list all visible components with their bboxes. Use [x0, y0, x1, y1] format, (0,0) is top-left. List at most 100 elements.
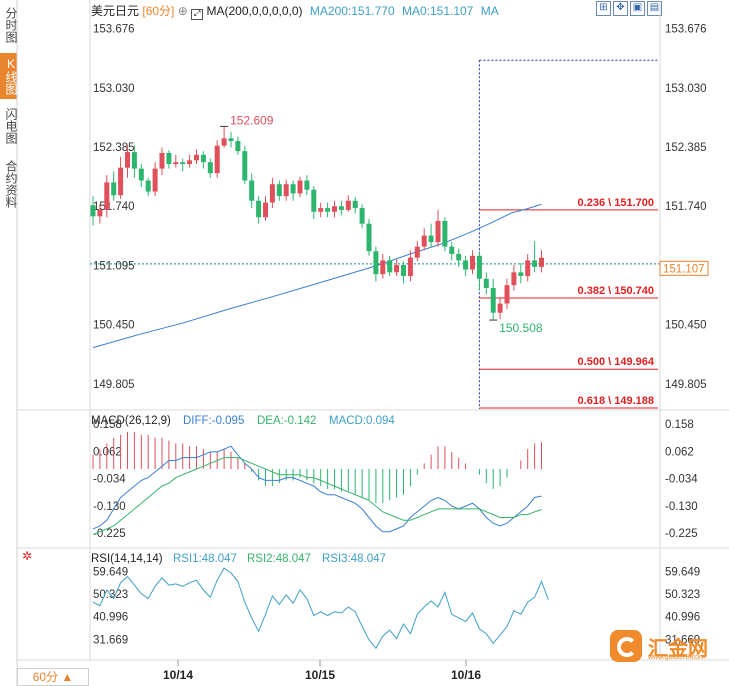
candle-body — [131, 152, 137, 169]
candle-body — [325, 208, 331, 212]
candle-body — [539, 257, 544, 267]
price-axis-label-right: 150.450 — [665, 320, 707, 332]
candle-body — [380, 260, 386, 275]
ma0-value: MA0:151.107 — [401, 4, 474, 18]
candle-body — [256, 200, 262, 218]
macd-axis-label-right: -0.130 — [665, 501, 698, 513]
candle-body — [152, 168, 158, 192]
candle-body — [125, 152, 130, 168]
macd-axis-label-right: -0.225 — [665, 528, 698, 540]
macd-axis-label-right: 0.062 — [665, 446, 694, 458]
rsi-axis-label-right: 40.996 — [665, 612, 700, 624]
ma-short: MA — [480, 4, 499, 18]
candle-body — [449, 246, 455, 254]
candle-body — [394, 264, 400, 273]
price-axis-label-left: 151.095 — [93, 260, 135, 272]
macd-legend-item: DIFF:-0.095 — [183, 415, 244, 427]
candle-body — [407, 257, 413, 276]
price-axis-label-left: 151.740 — [93, 201, 135, 213]
x-axis-label: 10/14 — [163, 668, 193, 682]
candle-body — [283, 184, 289, 197]
candle-body — [435, 220, 441, 243]
candle-body — [235, 141, 241, 152]
symbol-name: 美元日元 — [91, 4, 140, 18]
expand-icon[interactable]: ⊞ — [596, 1, 611, 16]
price-axis-label-right: 153.030 — [665, 83, 707, 95]
candle-body — [442, 220, 448, 247]
candle-body — [242, 151, 248, 181]
fib-level-label: 0.236 \ 151.700 — [578, 197, 654, 209]
zoom-in-icon[interactable]: ▣ — [630, 1, 645, 16]
candle-body — [483, 278, 489, 288]
tab-flash[interactable]: 闪电图 — [4, 108, 18, 144]
candle-body — [214, 145, 220, 174]
chart-header: 美元日元 [60分] ⊕ ⤢ MA(200,0,0,0,0,0) MA200:1… — [91, 2, 499, 20]
candle-body — [428, 235, 434, 243]
current-price-label: 151.107 — [663, 263, 705, 275]
rsi-legend-item: RSI(14,14,14) — [91, 553, 163, 565]
candle-body — [90, 205, 96, 217]
period-selector-button[interactable]: 60分 ▲ — [17, 668, 89, 686]
fib-level-label: 0.618 \ 149.188 — [578, 395, 654, 407]
price-axis-label-right: 151.740 — [665, 201, 707, 213]
candle-body — [359, 208, 365, 224]
macd-axis-label-left: -0.034 — [93, 474, 126, 486]
price-axis-label-right: 149.805 — [665, 379, 707, 391]
candle-body — [194, 154, 199, 161]
dea-line — [92, 457, 542, 536]
ma200-value: MA200:151.770 — [309, 4, 395, 18]
candle-body — [373, 251, 379, 275]
tab-contract-info[interactable]: 合约资料 — [4, 160, 18, 208]
macd-legend-item: DEA:-0.142 — [257, 415, 316, 427]
tab-timeshare[interactable]: 分时图 — [4, 7, 18, 43]
candle-body — [332, 206, 337, 212]
candle-body — [269, 184, 275, 203]
candle-body — [456, 253, 462, 261]
candle-body — [525, 260, 531, 276]
candle-body — [200, 154, 206, 163]
candle-body — [490, 287, 496, 313]
logo-url: www.gold678.com — [648, 654, 705, 661]
candle-body — [97, 209, 103, 217]
period-label[interactable]: [60分] — [142, 4, 175, 18]
high-annotation: 152.609 — [230, 113, 274, 127]
candle-body — [318, 208, 324, 212]
candle-body — [221, 138, 227, 146]
tab-kline[interactable]: K线图 — [0, 53, 18, 99]
macd-legend-item: MACD:0.094 — [329, 415, 395, 427]
candle-body — [173, 162, 179, 165]
ma-settings-icon[interactable]: ⤢ — [191, 9, 204, 20]
candle-body — [470, 255, 475, 270]
candle-body — [228, 138, 234, 142]
candle-body — [290, 184, 296, 194]
rsi-settings-icon: ✲ — [22, 549, 32, 563]
x-axis-label: 10/15 — [305, 668, 335, 682]
candle-body — [166, 153, 172, 165]
candle-body — [145, 180, 151, 192]
price-axis-label-right: 152.385 — [665, 142, 707, 154]
candle-body — [463, 260, 469, 270]
x-axis-label: 10/16 — [451, 668, 481, 682]
candle-body — [159, 153, 165, 169]
macd-axis-label-left: 0.062 — [93, 446, 122, 458]
candle-body — [304, 180, 310, 190]
ma-params: MA(200,0,0,0,0,0) — [206, 4, 303, 18]
candle-body — [207, 162, 213, 174]
candle-body — [111, 182, 117, 196]
candle-body — [366, 223, 372, 252]
price-axis-label-left: 150.450 — [93, 320, 135, 332]
rsi-axis-label-right: 50.323 — [665, 589, 700, 601]
price-axis-label-left: 152.385 — [93, 142, 135, 154]
candle-body — [421, 235, 427, 247]
price-axis-label-right: 153.676 — [665, 24, 707, 36]
candle-body — [518, 272, 524, 276]
logo-text: 汇金网 — [648, 638, 708, 660]
period-settings-icon[interactable]: ⊕ — [177, 4, 188, 18]
zoom-out-icon[interactable]: ▤ — [647, 1, 662, 16]
rsi-axis-label-right: 31.669 — [665, 634, 700, 646]
ma200-line — [92, 203, 542, 349]
candle-body — [104, 182, 110, 210]
pan-icon[interactable]: ✥ — [613, 1, 628, 16]
price-axis-label-left: 149.805 — [93, 379, 135, 391]
